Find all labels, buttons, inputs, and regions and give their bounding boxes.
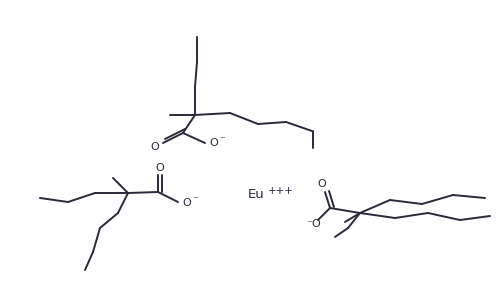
Text: ⁻: ⁻ [219,135,225,145]
Text: +++: +++ [268,186,294,196]
Text: ⁻: ⁻ [306,219,312,229]
Text: ⁻: ⁻ [192,195,198,205]
Text: O: O [318,179,327,189]
Text: Eu: Eu [248,189,265,201]
Text: O: O [182,198,191,208]
Text: O: O [156,163,165,173]
Text: O: O [312,219,321,229]
Text: O: O [210,138,218,148]
Text: O: O [151,142,160,152]
